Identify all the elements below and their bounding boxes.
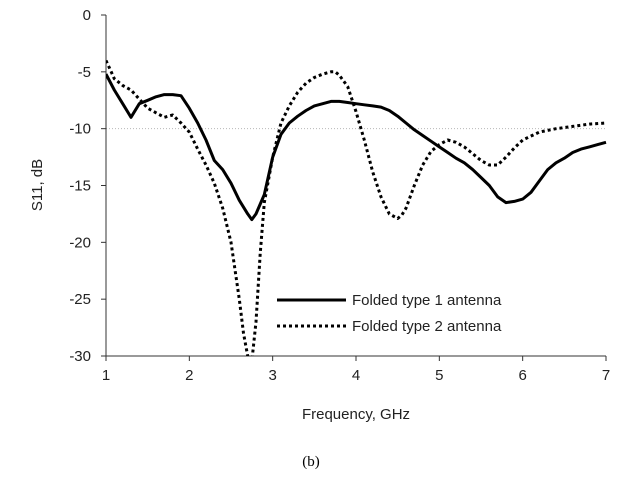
- x-tick-label: 3: [268, 367, 276, 384]
- y-tick-label: 0: [83, 7, 91, 24]
- x-tick-label: 2: [185, 367, 193, 384]
- legend-label-series-2: Folded type 2 antenna: [352, 318, 502, 335]
- axes: 0 -5 -10 -15 -20 -25 -30 1 2 3 4 5 6 7: [69, 7, 610, 384]
- series-line-1: [106, 73, 607, 222]
- x-tick-label: 7: [602, 367, 610, 384]
- y-tick-label: -15: [69, 178, 91, 195]
- x-tick-label: 6: [518, 367, 526, 384]
- y-tick-label: -30: [69, 348, 91, 365]
- y-tick-label: -20: [69, 234, 91, 251]
- y-axis-label: S11, dB: [29, 159, 46, 211]
- x-axis-label: Frequency, GHz: [302, 406, 410, 423]
- series-group: [106, 59, 607, 356]
- y-tick-label: -5: [78, 64, 91, 81]
- figure-caption: (b): [302, 454, 320, 470]
- legend: Folded type 1 antenna Folded type 2 ante…: [277, 292, 502, 335]
- x-tick-label: 4: [352, 367, 360, 384]
- x-tick-label: 5: [435, 367, 443, 384]
- y-tick-label: -25: [69, 291, 91, 308]
- y-tick-label: -10: [69, 121, 91, 138]
- legend-label-series-1: Folded type 1 antenna: [352, 292, 502, 309]
- x-tick-label: 1: [102, 367, 110, 384]
- series-line-2: [106, 59, 607, 356]
